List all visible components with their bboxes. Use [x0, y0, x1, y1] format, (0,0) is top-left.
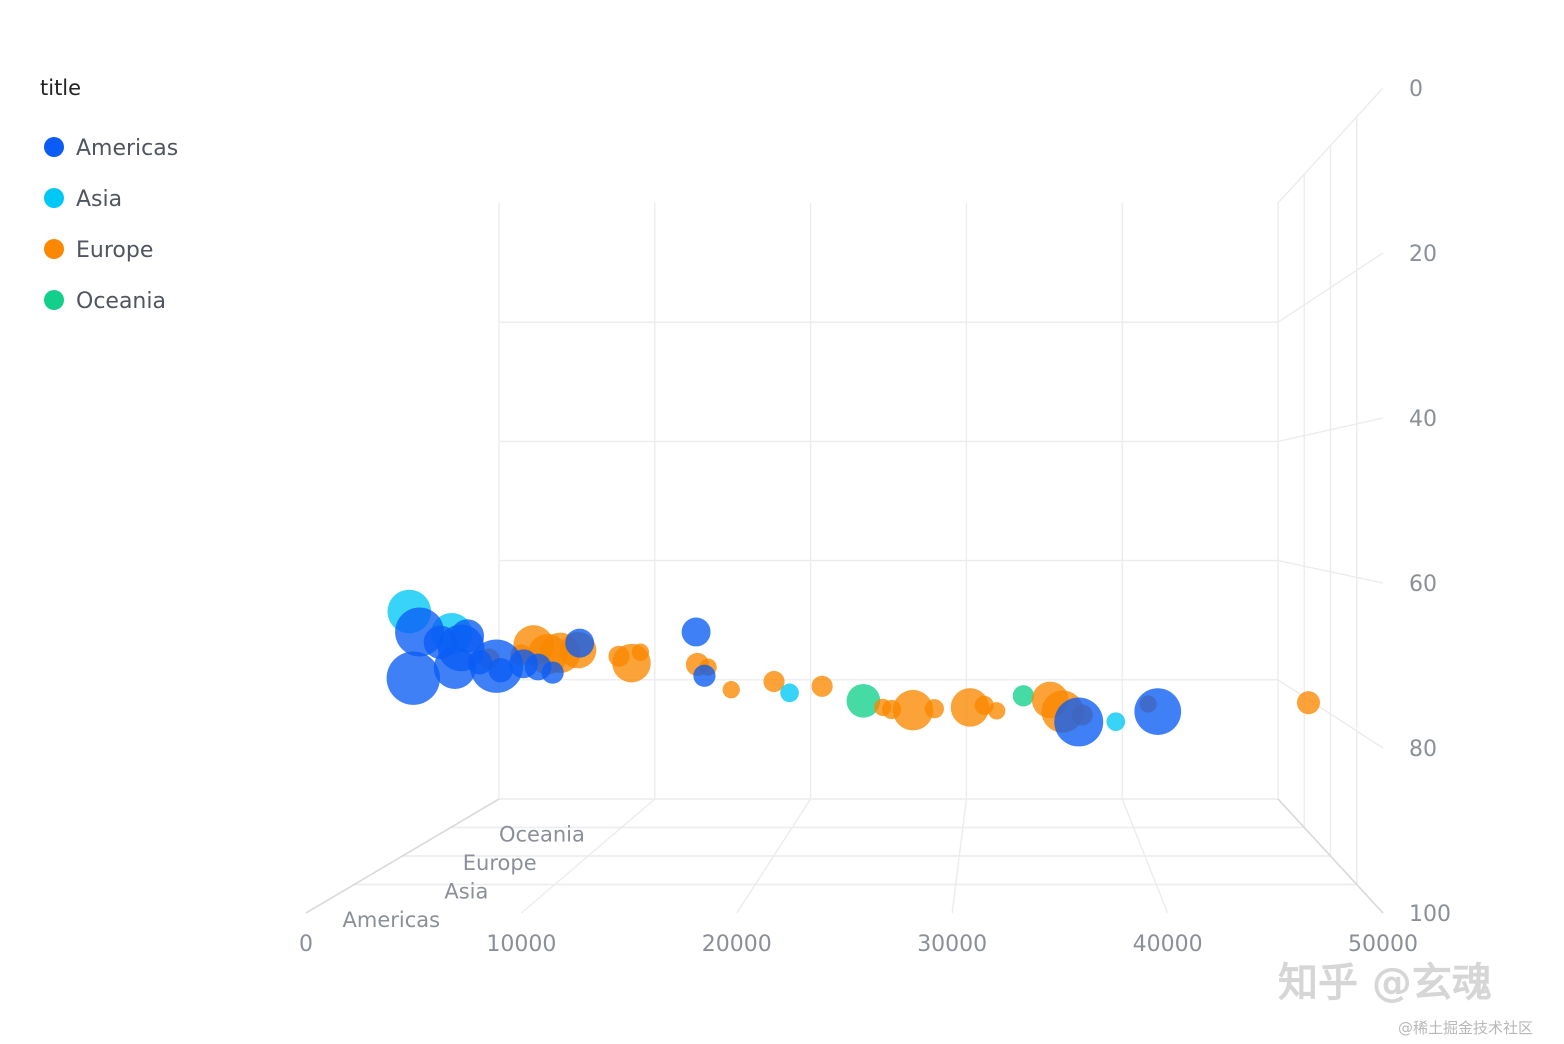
- watermark: 知乎 @玄魂 @稀土掘金技术社区: [1278, 960, 1533, 1037]
- z-category-label: Oceania: [499, 822, 585, 846]
- z-category-label: Americas: [343, 908, 441, 932]
- bubble-asia[interactable]: [780, 683, 799, 703]
- bubble-europe[interactable]: [892, 689, 934, 731]
- x-tick-label: 0: [299, 932, 313, 957]
- legend-label: Europe: [76, 238, 153, 263]
- legend-item-oceania[interactable]: Oceania: [44, 289, 166, 314]
- z-category-label: Asia: [444, 879, 488, 903]
- bubble-europe[interactable]: [924, 699, 944, 719]
- legend: title Americas Asia Europe Oceania: [40, 76, 178, 314]
- legend-item-americas[interactable]: Americas: [44, 136, 178, 161]
- x-tick-label: 40000: [1133, 932, 1203, 957]
- bubble-americas[interactable]: [565, 628, 595, 658]
- bubble-americas[interactable]: [1054, 697, 1104, 747]
- bubble-americas[interactable]: [541, 661, 564, 684]
- y-tick-label: 80: [1409, 737, 1437, 762]
- bubble-americas[interactable]: [1134, 688, 1182, 735]
- legend-swatch: [44, 137, 64, 157]
- legend-label: Asia: [76, 187, 122, 212]
- legend-swatch: [44, 239, 64, 259]
- grid-layer: [305, 87, 1384, 914]
- legend-items: Americas Asia Europe Oceania: [44, 136, 178, 314]
- bubble-americas[interactable]: [693, 664, 716, 687]
- axis-edge-line: [1277, 798, 1384, 914]
- bubble-europe[interactable]: [722, 681, 740, 699]
- y-tick-label: 60: [1409, 572, 1437, 597]
- legend-item-europe[interactable]: Europe: [44, 238, 153, 263]
- x-axis-ticks: 0 10000 20000 30000 40000 50000: [299, 932, 1418, 957]
- x-tick-label: 50000: [1348, 932, 1418, 957]
- x-tick-label: 20000: [702, 932, 772, 957]
- legend-swatch: [44, 188, 64, 208]
- watermark-text: 知乎 @玄魂: [1278, 960, 1492, 1006]
- bubble-americas[interactable]: [681, 617, 711, 647]
- legend-swatch: [44, 290, 64, 310]
- y-axis-ticks: 0 20 40 60 80 100: [1409, 77, 1451, 927]
- x-tick-label: 10000: [486, 932, 556, 957]
- bubble-europe[interactable]: [631, 643, 650, 661]
- y-tick-label: 100: [1409, 902, 1451, 927]
- bubble-oceania[interactable]: [1012, 685, 1035, 707]
- bubble-asia[interactable]: [1106, 712, 1126, 732]
- bubble-europe[interactable]: [988, 702, 1006, 720]
- y-tick-label: 20: [1409, 242, 1437, 267]
- legend-title: title: [40, 76, 81, 100]
- axis-layer: 0 10000 20000 30000 40000 50000 020406080100 …: [299, 77, 1451, 957]
- legend-label: Oceania: [76, 289, 166, 314]
- watermark-subtext: @稀土掘金技术社区: [1398, 1019, 1533, 1037]
- bubble-americas[interactable]: [488, 657, 513, 683]
- z-category-label: Europe: [463, 851, 537, 875]
- bubble-layer: [386, 589, 1321, 747]
- bubble-europe[interactable]: [811, 675, 833, 697]
- x-tick-label: 30000: [917, 932, 987, 957]
- z-axis-line: [305, 798, 500, 914]
- y-tick-label: 40: [1409, 407, 1437, 432]
- y-tick-label: 0: [1409, 77, 1423, 102]
- bubble-europe[interactable]: [763, 670, 785, 693]
- bubble-europe[interactable]: [1296, 691, 1321, 715]
- legend-label: Americas: [76, 136, 178, 161]
- bubble-americas[interactable]: [450, 619, 485, 653]
- bubble-oceania[interactable]: [846, 683, 881, 718]
- bubble-americas[interactable]: [386, 651, 441, 705]
- legend-item-asia[interactable]: Asia: [44, 187, 122, 212]
